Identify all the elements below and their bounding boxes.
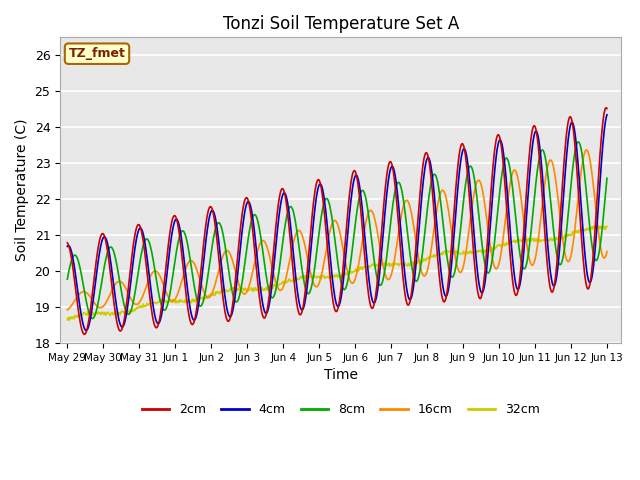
X-axis label: Time: Time — [324, 368, 358, 382]
Title: Tonzi Soil Temperature Set A: Tonzi Soil Temperature Set A — [223, 15, 459, 33]
Y-axis label: Soil Temperature (C): Soil Temperature (C) — [15, 119, 29, 262]
Legend: 2cm, 4cm, 8cm, 16cm, 32cm: 2cm, 4cm, 8cm, 16cm, 32cm — [136, 398, 545, 421]
Text: TZ_fmet: TZ_fmet — [68, 47, 125, 60]
